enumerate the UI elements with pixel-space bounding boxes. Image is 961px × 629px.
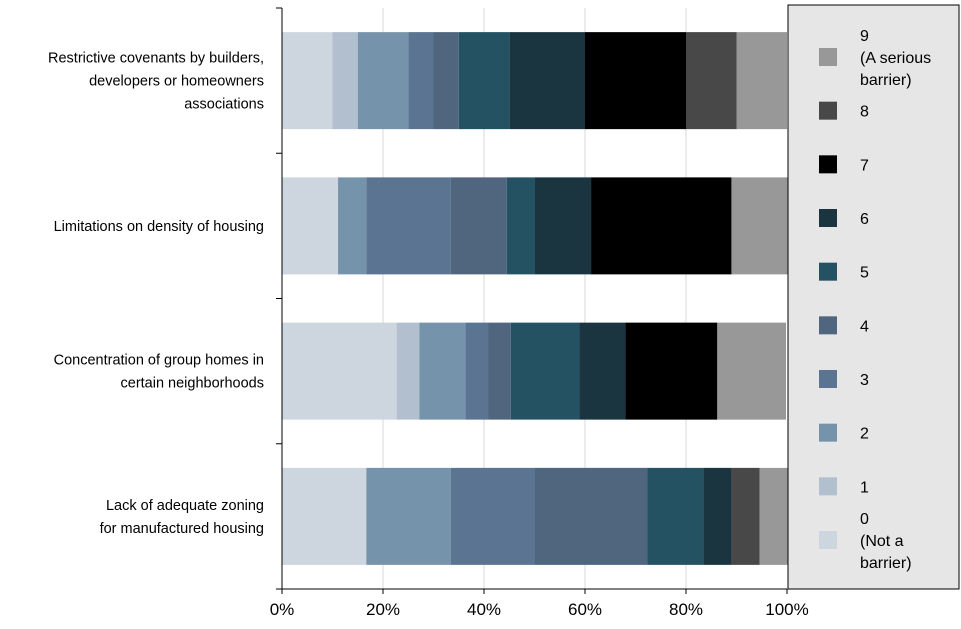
bar-segment: [458, 32, 510, 130]
legend-label: 4: [860, 318, 869, 335]
bar-segment: [366, 177, 451, 275]
x-tick-label: 20%: [366, 600, 400, 619]
legend-swatch: [819, 316, 837, 335]
legend-label: 9: [860, 28, 869, 45]
bar-segment: [408, 32, 434, 130]
bar-segment: [509, 32, 585, 130]
legend-swatch: [819, 477, 837, 496]
category-label: certain neighborhoods: [121, 376, 265, 392]
legend-label: 6: [860, 211, 869, 228]
legend-label: 8: [860, 104, 869, 121]
legend-swatch: [819, 370, 837, 388]
bar-segment: [282, 177, 339, 275]
bar-segment: [506, 177, 536, 275]
x-tick-label: 40%: [467, 600, 501, 619]
bar-segment: [579, 322, 626, 420]
bar-segment: [282, 467, 367, 565]
x-tick-label: 0%: [270, 600, 295, 619]
bar-segment: [703, 467, 732, 565]
legend-label: barrier): [860, 555, 912, 572]
bar-segment: [731, 467, 760, 565]
category-label: Limitations on density of housing: [54, 219, 264, 235]
bar-segment: [535, 177, 592, 275]
bar-segment: [433, 32, 459, 130]
legend-label: 5: [860, 265, 869, 282]
category-labels: Restrictive covenants by builders, develo…: [48, 51, 264, 537]
bar-segment: [338, 177, 367, 275]
bars: [282, 32, 789, 565]
bar-segment: [591, 177, 732, 275]
bar-segment: [759, 467, 789, 565]
category-label: Restrictive covenants by builders,: [48, 51, 264, 67]
bar-segment: [366, 467, 451, 565]
bar-segment: [510, 322, 580, 420]
legend-label: 2: [860, 426, 869, 443]
bar-segment: [585, 32, 686, 130]
axes: [276, 7, 788, 594]
bar-segment: [419, 322, 466, 420]
legend-label: (Not a: [860, 533, 904, 550]
legend-swatch: [819, 423, 837, 442]
legend: 9 (A serious barrier) 8 7 6 5 4 3 2 1 0 (Not a barrie…: [787, 4, 960, 590]
legend-swatch: [819, 262, 837, 281]
x-tick-label: 60%: [568, 600, 602, 619]
legend-swatch: [819, 531, 837, 549]
x-tick-label: 80%: [669, 600, 703, 619]
bar-segment: [625, 322, 718, 420]
bar-segment: [357, 32, 409, 130]
legend-swatch: [819, 155, 837, 174]
bar-segment: [488, 322, 511, 420]
category-label: associations: [184, 97, 264, 113]
bar-segment: [535, 467, 648, 565]
legend-label: barrier): [860, 72, 912, 89]
category-label: for manufactured housing: [100, 521, 264, 537]
legend-label: 7: [860, 157, 869, 174]
legend-label: 1: [860, 479, 869, 496]
legend-label: (A serious: [860, 50, 931, 67]
bar-segment: [647, 467, 704, 565]
legend-swatch: [819, 209, 837, 227]
category-label: developers or homeowners: [89, 74, 264, 90]
bar-segment: [282, 322, 397, 420]
bar-segment: [332, 32, 358, 130]
bar-segment: [450, 177, 507, 275]
legend-box: [787, 4, 960, 590]
bar-segment: [717, 322, 786, 420]
category-label: Concentration of group homes in: [54, 353, 264, 369]
legend-swatch: [819, 48, 837, 66]
bar-segment: [731, 177, 788, 275]
bar-segment: [736, 32, 787, 130]
legend-label: 0: [860, 511, 869, 528]
bar-segment: [686, 32, 737, 130]
category-label: Lack of adequate zoning: [106, 498, 264, 514]
legend-label: 3: [860, 372, 869, 389]
bar-segment: [282, 32, 333, 130]
bar-segment: [465, 322, 489, 420]
x-tick-labels: 0% 20% 40% 60% 80% 100%: [270, 600, 809, 619]
x-tick-label: 100%: [765, 600, 808, 619]
bar-segment: [450, 467, 536, 565]
legend-swatch: [819, 101, 837, 120]
bar-segment: [396, 322, 420, 420]
